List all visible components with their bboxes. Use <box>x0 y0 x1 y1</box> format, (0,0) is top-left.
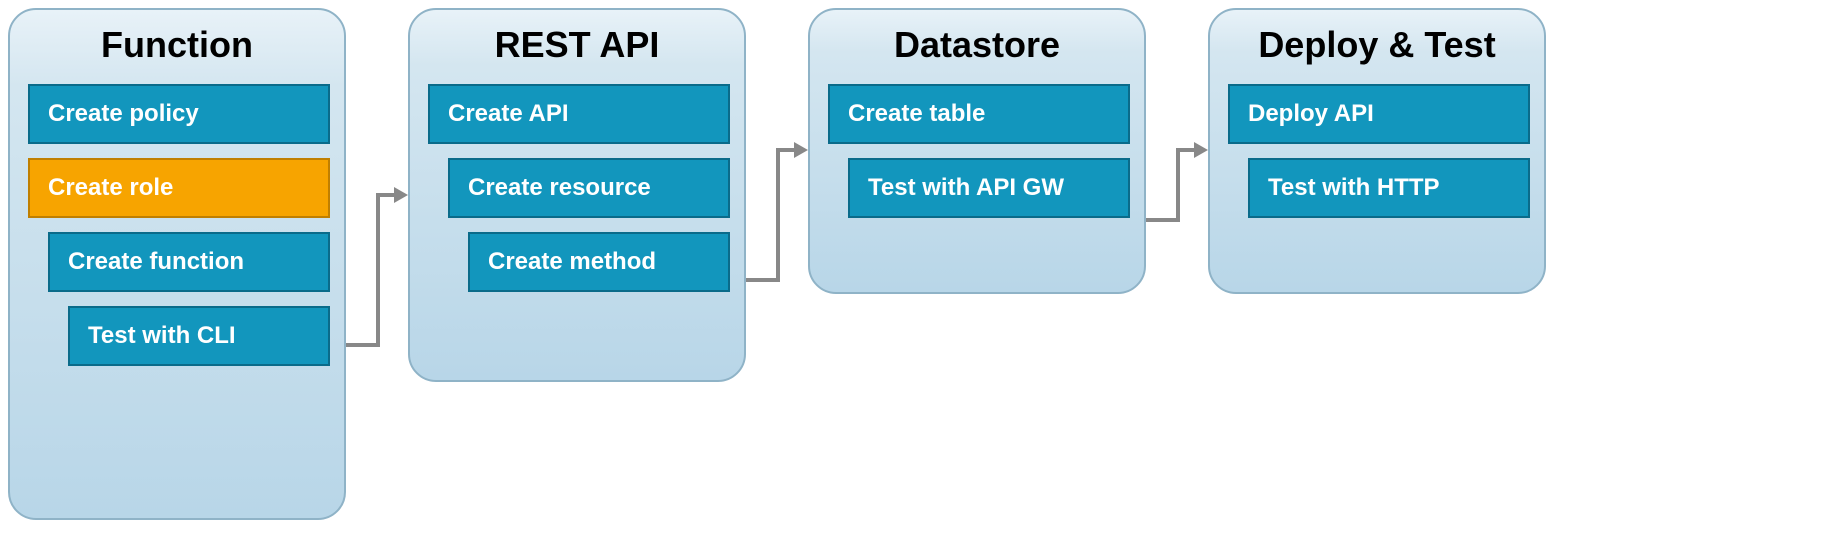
step-deploy-1: Test with HTTP <box>1248 158 1530 218</box>
step-restapi-1: Create resource <box>448 158 730 218</box>
panel-title-restapi: REST API <box>428 24 726 66</box>
step-deploy-0: Deploy API <box>1228 84 1530 144</box>
panel-title-deploy: Deploy & Test <box>1228 24 1526 66</box>
arrow-2 <box>1142 138 1224 232</box>
step-function-3: Test with CLI <box>68 306 330 366</box>
panel-restapi: REST API Create API Create resource Create … <box>408 8 746 382</box>
step-datastore-0: Create table <box>828 84 1130 144</box>
step-function-1: Create role <box>28 158 330 218</box>
panel-title-datastore: Datastore <box>828 24 1126 66</box>
step-function-2: Create function <box>48 232 330 292</box>
panel-datastore: Datastore Create table Test with API GW <box>808 8 1146 294</box>
step-datastore-1: Test with API GW <box>848 158 1130 218</box>
step-restapi-0: Create API <box>428 84 730 144</box>
step-function-0: Create policy <box>28 84 330 144</box>
step-restapi-2: Create method <box>468 232 730 292</box>
arrow-0 <box>342 183 424 357</box>
panel-deploy: Deploy & Test Deploy API Test with HTTP <box>1208 8 1546 294</box>
arrow-1 <box>742 138 824 292</box>
panel-title-function: Function <box>28 24 326 66</box>
panel-function: Function Create policy Create role Create f… <box>8 8 346 520</box>
